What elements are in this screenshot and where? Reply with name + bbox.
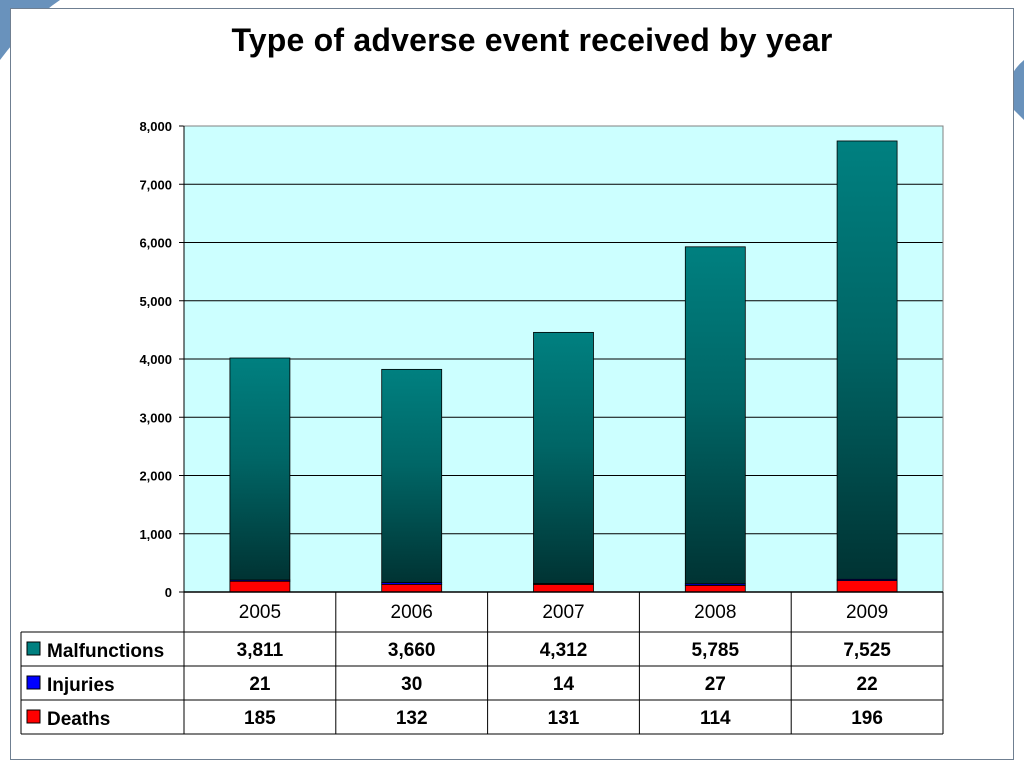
legend-label-deaths: Deaths bbox=[47, 709, 110, 730]
y-tick-label: 4,000 bbox=[139, 352, 172, 367]
bar-malfunctions-2007 bbox=[533, 331, 594, 584]
data-table: 2005 2006 2007 2008 2009 Malfunctions 3,811 3,6… bbox=[20, 591, 944, 735]
x-category-label: 2009 bbox=[846, 602, 888, 623]
data-label-injuries-2009: 22 bbox=[857, 674, 878, 695]
y-tick-label: 3,000 bbox=[139, 410, 172, 425]
bar-malfunctions-2006 bbox=[381, 368, 443, 583]
bar-deaths-2006 bbox=[381, 583, 443, 593]
chart-title: Type of adverse event received by year bbox=[231, 22, 833, 58]
legend-key-deaths bbox=[26, 709, 41, 724]
data-label-malfunctions-2005: 3,811 bbox=[237, 640, 284, 661]
y-tick-label: 1,000 bbox=[139, 527, 172, 542]
y-tick-label: 6,000 bbox=[139, 236, 172, 251]
y-tick-label: 0 bbox=[165, 585, 172, 600]
legend-label-malfunctions: Malfunctions bbox=[47, 641, 164, 662]
bar-deaths-2008 bbox=[684, 584, 746, 593]
plot-area: 0 1,000 2,000 3,000 4,000 5,000 6,000 7,000 8,00… bbox=[139, 119, 944, 600]
bar-deaths-2005 bbox=[229, 580, 291, 593]
x-category-label: 2007 bbox=[542, 602, 584, 623]
x-category-label: 2008 bbox=[694, 602, 736, 623]
legend-key-injuries bbox=[26, 675, 41, 690]
y-tick-label: 2,000 bbox=[139, 469, 172, 484]
data-label-malfunctions-2006: 3,660 bbox=[388, 640, 436, 661]
y-tick-label: 7,000 bbox=[139, 177, 172, 192]
legend-key-malfunctions bbox=[26, 641, 41, 656]
data-label-deaths-2005: 185 bbox=[244, 708, 276, 729]
y-tick-label: 8,000 bbox=[139, 119, 172, 134]
data-label-injuries-2008: 27 bbox=[705, 674, 726, 695]
data-label-injuries-2005: 21 bbox=[249, 674, 271, 695]
data-label-malfunctions-2007: 4,312 bbox=[540, 640, 588, 661]
table-body-background bbox=[21, 632, 943, 734]
bar-malfunctions-2009 bbox=[836, 140, 898, 580]
bar-deaths-2007 bbox=[533, 583, 594, 593]
data-label-malfunctions-2008: 5,785 bbox=[692, 640, 740, 661]
table-header-background bbox=[184, 592, 943, 632]
y-tick-label: 5,000 bbox=[139, 294, 172, 309]
bar-malfunctions-2008 bbox=[684, 246, 746, 585]
x-category-label: 2006 bbox=[391, 602, 433, 623]
bar-deaths-2009 bbox=[836, 580, 898, 593]
data-label-deaths-2008: 114 bbox=[700, 708, 731, 729]
data-label-deaths-2006: 132 bbox=[396, 708, 428, 729]
x-category-label: 2005 bbox=[239, 602, 281, 623]
data-label-deaths-2009: 196 bbox=[851, 708, 883, 729]
data-label-injuries-2007: 14 bbox=[553, 674, 575, 695]
data-label-malfunctions-2009: 7,525 bbox=[843, 640, 891, 661]
data-label-deaths-2007: 131 bbox=[548, 708, 580, 729]
data-label-injuries-2006: 30 bbox=[401, 674, 422, 695]
legend-label-injuries: Injuries bbox=[47, 675, 115, 696]
bar-malfunctions-2005 bbox=[229, 357, 291, 581]
